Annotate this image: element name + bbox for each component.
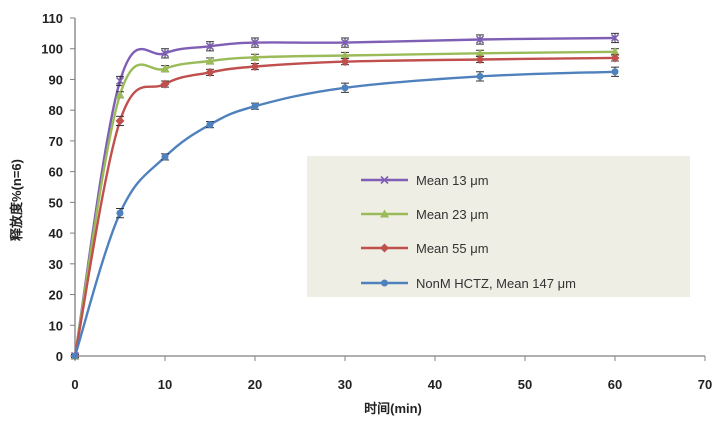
data-point <box>115 116 125 126</box>
x-tick-label: 50 <box>518 377 532 392</box>
data-point <box>340 50 350 59</box>
data-point <box>116 209 124 217</box>
data-point <box>205 56 215 65</box>
data-point <box>475 35 485 44</box>
y-axis-label: 释放度%(n=6) <box>9 159 24 241</box>
data-point <box>161 153 169 161</box>
data-point <box>476 72 484 80</box>
x-tick-label: 60 <box>608 377 622 392</box>
legend-label: Mean 13 μm <box>416 173 489 188</box>
x-axis-label: 时间(min) <box>364 401 422 416</box>
data-point <box>251 102 259 110</box>
data-point <box>115 90 125 99</box>
data-point <box>475 54 485 64</box>
data-point <box>250 52 260 61</box>
data-point <box>250 62 260 72</box>
y-tick-label: 100 <box>41 42 63 57</box>
series-3 <box>71 66 619 360</box>
data-point <box>115 76 125 86</box>
data-point <box>160 49 170 58</box>
data-point <box>250 38 260 47</box>
legend-label: Mean 23 μm <box>416 207 489 222</box>
data-point <box>475 48 485 57</box>
y-tick-label: 10 <box>49 318 63 333</box>
legend-item-0: Mean 13 μm <box>361 173 489 188</box>
data-point <box>71 352 79 360</box>
y-tick-label: 110 <box>42 11 63 26</box>
legend-label: NonM HCTZ, Mean 147 μm <box>416 276 576 291</box>
data-point <box>341 84 349 92</box>
y-tick-label: 70 <box>49 134 63 149</box>
data-point <box>205 67 215 77</box>
y-tick-label: 50 <box>49 195 63 210</box>
x-tick-label: 0 <box>71 377 78 392</box>
y-tick-label: 20 <box>49 288 63 303</box>
legend-marker <box>380 175 389 185</box>
data-point <box>205 42 215 51</box>
x-tick-label: 30 <box>338 377 352 392</box>
legend-marker <box>380 209 389 218</box>
data-point <box>340 57 350 67</box>
x-tick-label: 20 <box>248 377 262 392</box>
legend-marker <box>381 279 388 287</box>
y-tick-label: 40 <box>49 226 63 241</box>
legend-item-2: Mean 55 μm <box>361 241 489 256</box>
y-tick-label: 0 <box>56 349 63 364</box>
x-tick-label: 40 <box>428 377 442 392</box>
y-tick-label: 90 <box>49 72 63 87</box>
data-point <box>160 79 170 89</box>
legend-item-3: NonM HCTZ, Mean 147 μm <box>361 276 576 291</box>
data-point <box>610 47 620 56</box>
data-point <box>160 64 170 73</box>
x-tick-label: 70 <box>698 377 712 392</box>
legend-marker <box>380 243 389 253</box>
series-line <box>73 50 616 357</box>
data-point <box>340 38 350 47</box>
data-point <box>610 33 620 43</box>
data-point <box>610 53 620 63</box>
y-tick-label: 60 <box>49 165 63 180</box>
y-tick-label: 80 <box>49 103 63 118</box>
data-point <box>206 121 214 129</box>
legend-label: Mean 55 μm <box>416 241 489 256</box>
data-point <box>611 68 619 76</box>
x-tick-label: 10 <box>158 377 172 392</box>
y-tick-label: 30 <box>49 257 63 272</box>
legend-item-1: Mean 23 μm <box>361 207 489 222</box>
series-line <box>73 36 616 357</box>
